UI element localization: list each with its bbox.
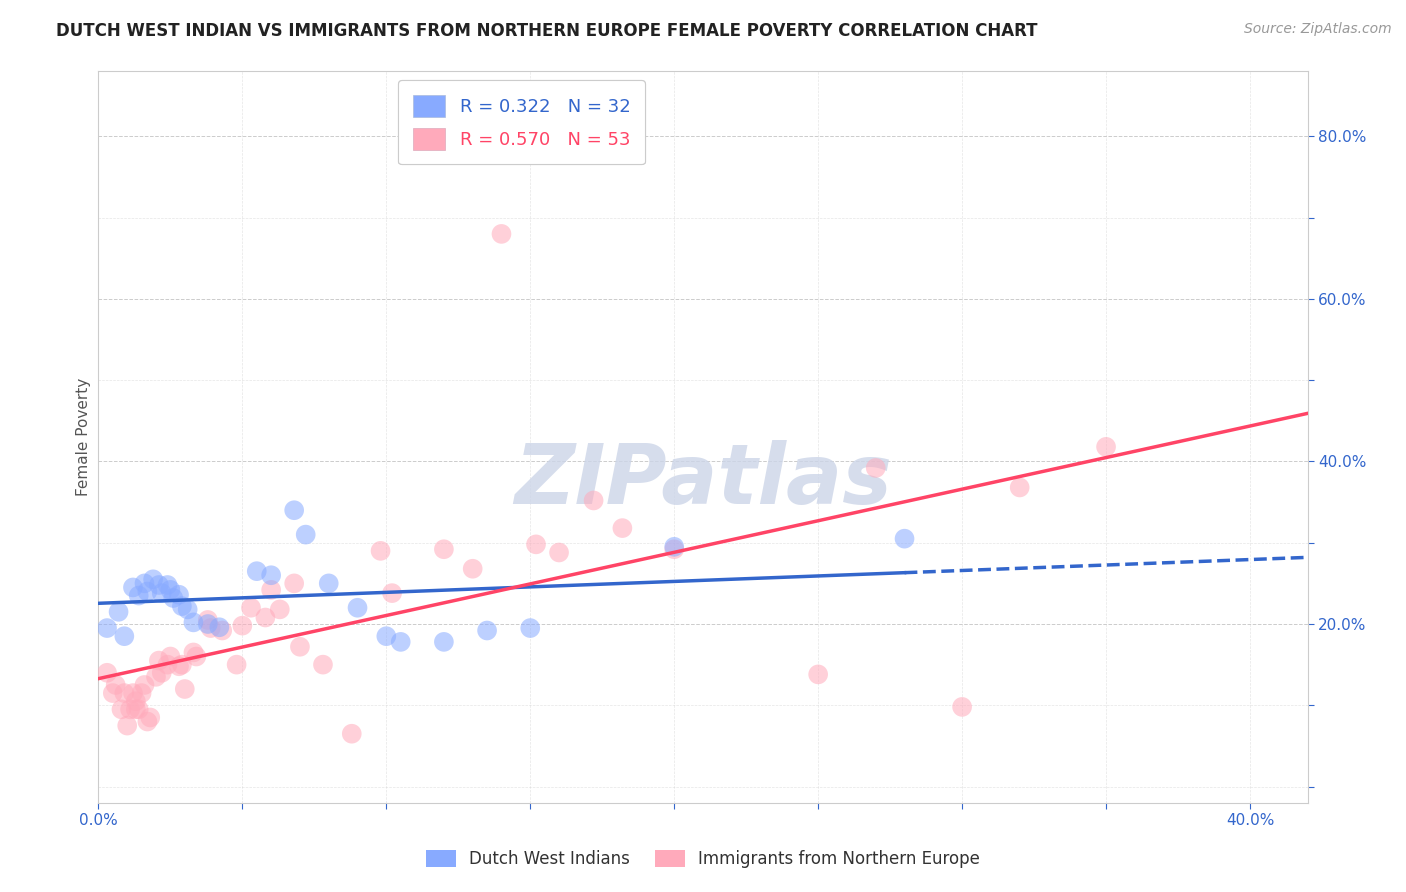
Point [231, 618, 253, 632]
Point [370, 544, 392, 558]
Point [134, 678, 156, 692]
Point [115, 718, 138, 732]
Point [96, 621, 118, 635]
Point [136, 714, 159, 729]
Point [461, 562, 484, 576]
Point [112, 629, 135, 643]
Point [283, 503, 305, 517]
Point [156, 657, 179, 672]
Point [176, 602, 198, 616]
Point [260, 582, 283, 597]
Point [183, 645, 205, 659]
Point [381, 586, 404, 600]
Point [389, 635, 412, 649]
Point [107, 605, 129, 619]
Point [136, 584, 159, 599]
Legend: Dutch West Indians, Immigrants from Northern Europe: Dutch West Indians, Immigrants from Nort… [419, 843, 987, 875]
Point [664, 540, 686, 554]
Point [96, 665, 118, 680]
Point [294, 527, 316, 541]
Point [375, 629, 398, 643]
Text: DUTCH WEST INDIAN VS IMMIGRANTS FROM NORTHERN EUROPE FEMALE POVERTY CORRELATION : DUTCH WEST INDIAN VS IMMIGRANTS FROM NOR… [56, 22, 1038, 40]
Point [548, 545, 571, 559]
Point [433, 542, 456, 557]
Point [139, 710, 162, 724]
Point [893, 532, 915, 546]
Point [122, 686, 145, 700]
Point [1095, 440, 1118, 454]
Point [269, 602, 291, 616]
Point [145, 670, 167, 684]
Point [582, 493, 605, 508]
Point [312, 657, 335, 672]
Point [142, 572, 165, 586]
Point [170, 657, 193, 672]
Point [254, 610, 277, 624]
Point [186, 649, 208, 664]
Point [200, 621, 222, 635]
Point [148, 578, 170, 592]
Point [260, 568, 283, 582]
Text: ZIPatlas: ZIPatlas [515, 441, 891, 522]
Point [162, 591, 184, 605]
Point [246, 564, 269, 578]
Point [125, 702, 148, 716]
Point [150, 665, 173, 680]
Point [346, 600, 368, 615]
Point [491, 227, 513, 241]
Point [433, 635, 456, 649]
Point [131, 686, 153, 700]
Point [128, 589, 150, 603]
Legend: R = 0.322   N = 32, R = 0.570   N = 53: R = 0.322 N = 32, R = 0.570 N = 53 [398, 80, 645, 164]
Point [240, 600, 263, 615]
Point [211, 624, 233, 638]
Point [1008, 480, 1031, 494]
Point [173, 681, 195, 696]
Point [475, 624, 498, 638]
Point [112, 686, 135, 700]
Point [150, 586, 173, 600]
Point [125, 694, 148, 708]
Point [156, 578, 179, 592]
Point [197, 617, 219, 632]
Point [519, 621, 541, 635]
Point [134, 576, 156, 591]
Point [170, 599, 193, 614]
Y-axis label: Female Poverty: Female Poverty [76, 378, 91, 496]
Point [664, 542, 686, 557]
Point [122, 581, 145, 595]
Point [283, 576, 305, 591]
Point [288, 640, 311, 654]
Point [612, 521, 634, 535]
Point [128, 702, 150, 716]
Point [148, 654, 170, 668]
Point [318, 576, 340, 591]
Point [120, 702, 142, 716]
Point [340, 727, 363, 741]
Point [167, 659, 190, 673]
Point [524, 537, 547, 551]
Point [950, 699, 973, 714]
Point [807, 667, 830, 681]
Point [865, 461, 887, 475]
Text: Source: ZipAtlas.com: Source: ZipAtlas.com [1244, 22, 1392, 37]
Point [225, 657, 247, 672]
Point [159, 649, 181, 664]
Point [101, 686, 124, 700]
Point [183, 615, 205, 630]
Point [110, 702, 132, 716]
Point [104, 678, 127, 692]
Point [208, 620, 231, 634]
Point [167, 588, 190, 602]
Point [159, 582, 181, 597]
Point [197, 613, 219, 627]
